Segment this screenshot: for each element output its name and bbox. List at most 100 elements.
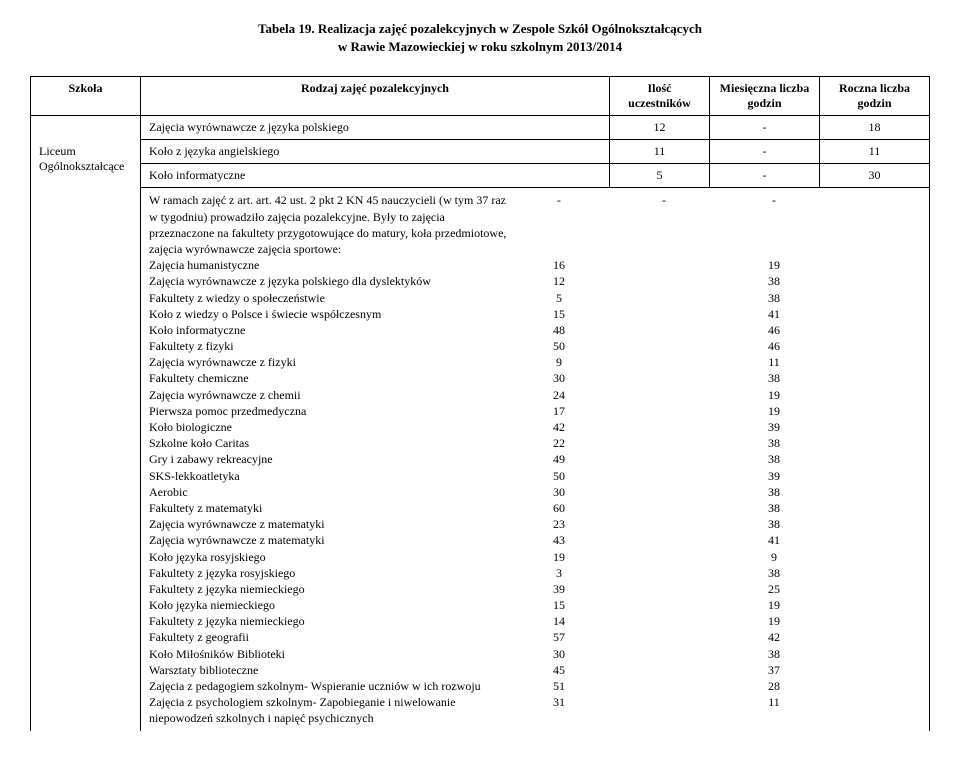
count-cell: 5 <box>610 164 710 188</box>
detail-label: Aerobic <box>149 484 509 500</box>
intro-dash-3: - <box>719 192 829 257</box>
detail-monthly <box>609 629 719 645</box>
detail-count: 49 <box>509 451 609 467</box>
detail-monthly <box>609 403 719 419</box>
detail-count: 60 <box>509 500 609 516</box>
title-line-2: w Rawie Mazowieckiej w roku szkolnym 201… <box>338 39 622 54</box>
detail-monthly <box>609 581 719 597</box>
detail-label: Fakultety z języka rosyjskiego <box>149 565 509 581</box>
detail-yearly: 38 <box>719 273 829 289</box>
detail-count: 31 <box>509 694 609 726</box>
detail-item-row: Zajęcia wyrównawcze z matematyki4341 <box>149 532 921 548</box>
detail-label: SKS-lekkoatletyka <box>149 468 509 484</box>
detail-yearly: 9 <box>719 549 829 565</box>
detail-monthly <box>609 565 719 581</box>
detail-yearly: 19 <box>719 613 829 629</box>
detail-monthly <box>609 468 719 484</box>
detail-label: Koło z wiedzy o Polsce i świecie współcz… <box>149 306 509 322</box>
detail-yearly: 38 <box>719 516 829 532</box>
detail-count: 17 <box>509 403 609 419</box>
detail-yearly: 38 <box>719 565 829 581</box>
detail-monthly <box>609 273 719 289</box>
detail-count: 23 <box>509 516 609 532</box>
detail-item-row: Zajęcia z psychologiem szkolnym- Zapobie… <box>149 694 921 726</box>
detail-label: Zajęcia wyrównawcze z fizyki <box>149 354 509 370</box>
detail-label: Zajęcia humanistyczne <box>149 257 509 273</box>
detail-count: 3 <box>509 565 609 581</box>
detail-label: Koło języka rosyjskiego <box>149 549 509 565</box>
detail-yearly: 38 <box>719 290 829 306</box>
detail-item-row: Fakultety z języka niemieckiego1419 <box>149 613 921 629</box>
detail-label: Szkolne koło Caritas <box>149 435 509 451</box>
count-cell: 12 <box>610 116 710 140</box>
detail-count: 42 <box>509 419 609 435</box>
intro-dash-1: - <box>509 192 609 257</box>
detail-monthly <box>609 435 719 451</box>
detail-count: 51 <box>509 678 609 694</box>
detail-label: Fakultety z języka niemieckiego <box>149 613 509 629</box>
detail-item-row: Koło języka rosyjskiego19 9 <box>149 549 921 565</box>
detail-monthly <box>609 694 719 726</box>
detail-label: Zajęcia wyrównawcze z matematyki <box>149 532 509 548</box>
detail-item-row: Fakultety z fizyki5046 <box>149 338 921 354</box>
monthly-cell: - <box>710 140 820 164</box>
detail-label: Zajęcia wyrównawcze z chemii <box>149 387 509 403</box>
detail-monthly <box>609 500 719 516</box>
detail-yearly: 46 <box>719 338 829 354</box>
detail-item-row: Zajęcia wyrównawcze z matematyki2338 <box>149 516 921 532</box>
detail-count: 43 <box>509 532 609 548</box>
detail-yearly: 38 <box>719 435 829 451</box>
detail-monthly <box>609 613 719 629</box>
header-activity: Rodzaj zajęć pozalekcyjnych <box>141 77 610 116</box>
detail-item-row: Zajęcia humanistyczne1619 <box>149 257 921 273</box>
table-header-row: Szkoła Rodzaj zajęć pozalekcyjnych Ilość… <box>31 77 930 116</box>
detail-count: 19 <box>509 549 609 565</box>
detail-count: 30 <box>509 370 609 386</box>
detail-yearly: 19 <box>719 403 829 419</box>
detail-label: Koło Miłośników Biblioteki <box>149 646 509 662</box>
detail-item-row: Gry i zabawy rekreacyjne4938 <box>149 451 921 467</box>
detail-item-row: Koło z wiedzy o Polsce i świecie współcz… <box>149 306 921 322</box>
table-row: Zajęcia wyrównawcze z języka polskiego 1… <box>31 116 930 140</box>
detail-count: 5 <box>509 290 609 306</box>
detail-yearly: 38 <box>719 500 829 516</box>
detail-item-row: Szkolne koło Caritas2238 <box>149 435 921 451</box>
detail-yearly: 19 <box>719 387 829 403</box>
detail-count: 16 <box>509 257 609 273</box>
detail-yearly: 37 <box>719 662 829 678</box>
detail-label: Koło języka niemieckiego <box>149 597 509 613</box>
detail-item-row: Zajęcia z pedagogiem szkolnym- Wspierani… <box>149 678 921 694</box>
detail-yearly: 38 <box>719 370 829 386</box>
detail-monthly <box>609 484 719 500</box>
detail-item-row: Fakultety chemiczne3038 <box>149 370 921 386</box>
detail-label: Pierwsza pomoc przedmedyczna <box>149 403 509 419</box>
detail-count: 30 <box>509 646 609 662</box>
detail-yearly: 38 <box>719 484 829 500</box>
detail-count: 12 <box>509 273 609 289</box>
header-yearly: Roczna liczba godzin <box>820 77 930 116</box>
detail-item-row: Fakultety z wiedzy o społeczeństwie538 <box>149 290 921 306</box>
detail-count: 39 <box>509 581 609 597</box>
yearly-cell: 11 <box>820 140 930 164</box>
detail-monthly <box>609 646 719 662</box>
detail-monthly <box>609 451 719 467</box>
detail-item-row: Koło Miłośników Biblioteki3038 <box>149 646 921 662</box>
detail-item-row: Zajęcia wyrównawcze z chemii2419 <box>149 387 921 403</box>
school-name-cell: Liceum Ogólnokształcące <box>31 140 141 731</box>
detail-item-row: Koło informatyczne4846 <box>149 322 921 338</box>
table-row: Koło informatyczne 5 - 30 <box>31 164 930 188</box>
detail-yearly: 41 <box>719 306 829 322</box>
activity-cell: Koło informatyczne <box>141 164 610 188</box>
detail-yearly: 42 <box>719 629 829 645</box>
detail-monthly <box>609 306 719 322</box>
detail-label: Fakultety z geografii <box>149 629 509 645</box>
detail-monthly <box>609 370 719 386</box>
table-detail-row: W ramach zajęć z art. art. 42 ust. 2 pkt… <box>31 188 930 731</box>
yearly-cell: 30 <box>820 164 930 188</box>
detail-label: Fakultety z języka niemieckiego <box>149 581 509 597</box>
detail-item-row: Koło biologiczne4239 <box>149 419 921 435</box>
page-title: Tabela 19. Realizacja zajęć pozalekcyjny… <box>30 20 930 56</box>
detail-yearly: 46 <box>719 322 829 338</box>
detail-item-row: Fakultety z matematyki6038 <box>149 500 921 516</box>
detail-monthly <box>609 290 719 306</box>
